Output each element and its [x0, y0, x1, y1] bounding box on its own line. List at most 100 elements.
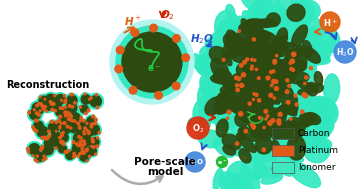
Ellipse shape [271, 138, 285, 152]
Circle shape [86, 129, 88, 131]
Ellipse shape [223, 80, 239, 92]
Ellipse shape [213, 168, 223, 189]
Circle shape [79, 145, 80, 146]
Circle shape [86, 122, 88, 124]
Ellipse shape [251, 104, 269, 114]
Ellipse shape [217, 106, 238, 124]
Ellipse shape [222, 98, 239, 112]
Circle shape [49, 94, 63, 107]
Ellipse shape [263, 58, 280, 72]
Ellipse shape [299, 113, 311, 127]
Circle shape [43, 155, 45, 157]
Circle shape [80, 137, 82, 139]
Ellipse shape [273, 124, 294, 139]
Ellipse shape [254, 106, 265, 122]
Circle shape [240, 64, 243, 67]
Ellipse shape [244, 88, 261, 101]
Ellipse shape [303, 47, 320, 63]
Circle shape [48, 130, 64, 146]
Ellipse shape [285, 82, 316, 94]
Ellipse shape [258, 115, 272, 131]
Circle shape [70, 143, 84, 157]
Ellipse shape [223, 33, 244, 51]
Circle shape [274, 87, 278, 91]
Circle shape [48, 122, 59, 133]
Ellipse shape [222, 134, 241, 150]
Ellipse shape [260, 74, 279, 94]
Ellipse shape [226, 5, 235, 18]
Circle shape [92, 140, 94, 143]
Circle shape [334, 41, 356, 63]
Text: Carbon: Carbon [298, 129, 331, 138]
Ellipse shape [253, 30, 269, 49]
Ellipse shape [251, 60, 270, 83]
Circle shape [35, 153, 44, 161]
Circle shape [59, 112, 71, 124]
Circle shape [42, 159, 44, 161]
Ellipse shape [254, 45, 270, 58]
Circle shape [86, 145, 98, 157]
Text: Ionomer: Ionomer [298, 163, 336, 172]
Circle shape [64, 106, 67, 108]
Ellipse shape [207, 77, 228, 98]
Ellipse shape [206, 30, 232, 67]
Circle shape [70, 127, 72, 129]
Circle shape [41, 142, 55, 157]
Circle shape [38, 152, 46, 160]
Ellipse shape [287, 4, 305, 21]
Ellipse shape [302, 51, 330, 64]
Text: Platinum: Platinum [298, 146, 338, 155]
Circle shape [33, 109, 35, 111]
Ellipse shape [214, 58, 251, 78]
Circle shape [257, 77, 260, 80]
Ellipse shape [270, 77, 293, 116]
Ellipse shape [247, 84, 256, 93]
Circle shape [92, 115, 94, 118]
Ellipse shape [209, 46, 228, 64]
Ellipse shape [240, 0, 269, 11]
Circle shape [75, 143, 90, 159]
Circle shape [64, 101, 66, 103]
Circle shape [222, 58, 225, 61]
Ellipse shape [240, 84, 265, 110]
Ellipse shape [200, 71, 233, 105]
Text: e$^-$: e$^-$ [147, 64, 161, 74]
Circle shape [77, 154, 80, 157]
Ellipse shape [219, 172, 249, 189]
Ellipse shape [236, 92, 252, 112]
Ellipse shape [257, 119, 273, 136]
Ellipse shape [301, 40, 331, 65]
Circle shape [73, 141, 81, 149]
Ellipse shape [274, 105, 289, 120]
Ellipse shape [253, 68, 282, 105]
Ellipse shape [274, 40, 289, 71]
Circle shape [81, 147, 84, 150]
Ellipse shape [243, 79, 266, 100]
Ellipse shape [239, 29, 258, 58]
Circle shape [84, 112, 87, 115]
Ellipse shape [306, 27, 320, 50]
Circle shape [49, 97, 64, 112]
Circle shape [255, 93, 258, 96]
Ellipse shape [238, 91, 261, 114]
Ellipse shape [272, 118, 282, 135]
Ellipse shape [308, 57, 317, 67]
Ellipse shape [240, 57, 265, 71]
Circle shape [52, 138, 62, 148]
Ellipse shape [262, 73, 273, 87]
Circle shape [82, 119, 85, 122]
Circle shape [30, 101, 44, 114]
Ellipse shape [265, 97, 298, 128]
Ellipse shape [265, 81, 285, 96]
Ellipse shape [220, 174, 245, 189]
Circle shape [86, 160, 88, 162]
Ellipse shape [269, 115, 284, 131]
Circle shape [62, 131, 64, 133]
Ellipse shape [282, 65, 307, 91]
Ellipse shape [251, 70, 271, 79]
Circle shape [86, 148, 88, 151]
Circle shape [70, 115, 72, 118]
Circle shape [60, 107, 62, 109]
Ellipse shape [214, 138, 235, 157]
Ellipse shape [250, 57, 265, 74]
